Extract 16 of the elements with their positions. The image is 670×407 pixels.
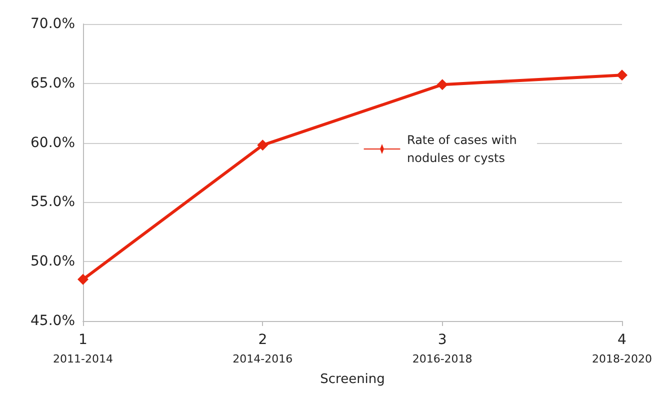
y-tick-label: 65.0% xyxy=(30,75,75,92)
x-tick-label: 3 2016-2018 xyxy=(412,332,472,366)
x-tick-label: 1 2011-2014 xyxy=(53,332,113,366)
point xyxy=(436,79,448,90)
y-tick-label: 55.0% xyxy=(30,194,75,210)
y-tick-label: 60.0% xyxy=(30,134,75,151)
point xyxy=(257,140,268,151)
x-axis-title: Screening xyxy=(320,372,385,387)
point xyxy=(616,70,628,81)
x-tick-label: 2 2014-2016 xyxy=(232,332,293,366)
y-tick-label: 45.0% xyxy=(30,313,75,329)
legend-label: Rate of cases with nodules or cysts xyxy=(407,133,521,165)
y-tick-label: 50.0% xyxy=(30,254,75,270)
point xyxy=(78,274,88,285)
x-tick-label: 4 2018-2020 xyxy=(592,332,652,366)
y-tick-label: 70.0% xyxy=(30,16,75,32)
